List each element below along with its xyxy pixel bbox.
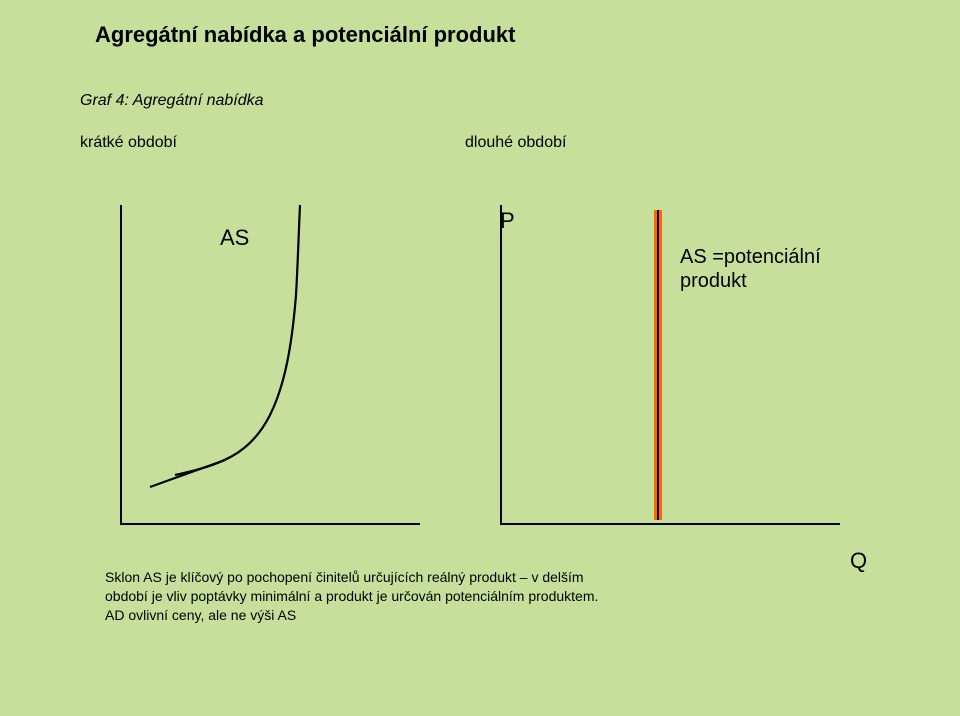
short-period-label: krátké období bbox=[80, 134, 177, 152]
q-axis-label: Q bbox=[850, 548, 867, 574]
p-axis-label: P bbox=[500, 208, 515, 234]
as-short-segment bbox=[150, 460, 225, 487]
as-potential-label-line1: AS =potenciální bbox=[680, 246, 821, 268]
as-potential-line-core bbox=[657, 210, 659, 520]
right-x-axis bbox=[500, 523, 840, 525]
footnote-text: Sklon AS je klíčový po pochopení činitel… bbox=[105, 568, 598, 625]
footnote-line3: AD ovlivní ceny, ale ne výši AS bbox=[105, 607, 296, 623]
page-title: Agregátní nabídka a potenciální produkt bbox=[95, 22, 516, 48]
as-potential-label: AS =potenciální produkt bbox=[680, 245, 821, 293]
as-potential-label-line2: produkt bbox=[680, 270, 747, 292]
slide-page: Agregátní nabídka a potenciální produkt … bbox=[0, 0, 960, 716]
short-run-chart bbox=[120, 205, 420, 525]
graph-caption: Graf 4: Agregátní nabídka bbox=[80, 92, 264, 110]
long-period-label: dlouhé období bbox=[465, 134, 566, 152]
footnote-line1: Sklon AS je klíčový po pochopení činitel… bbox=[105, 569, 584, 585]
footnote-line2: období je vliv poptávky minimální a prod… bbox=[105, 588, 598, 604]
right-y-axis bbox=[500, 205, 502, 525]
as-label-left: AS bbox=[220, 225, 249, 251]
as-curve bbox=[120, 205, 420, 525]
